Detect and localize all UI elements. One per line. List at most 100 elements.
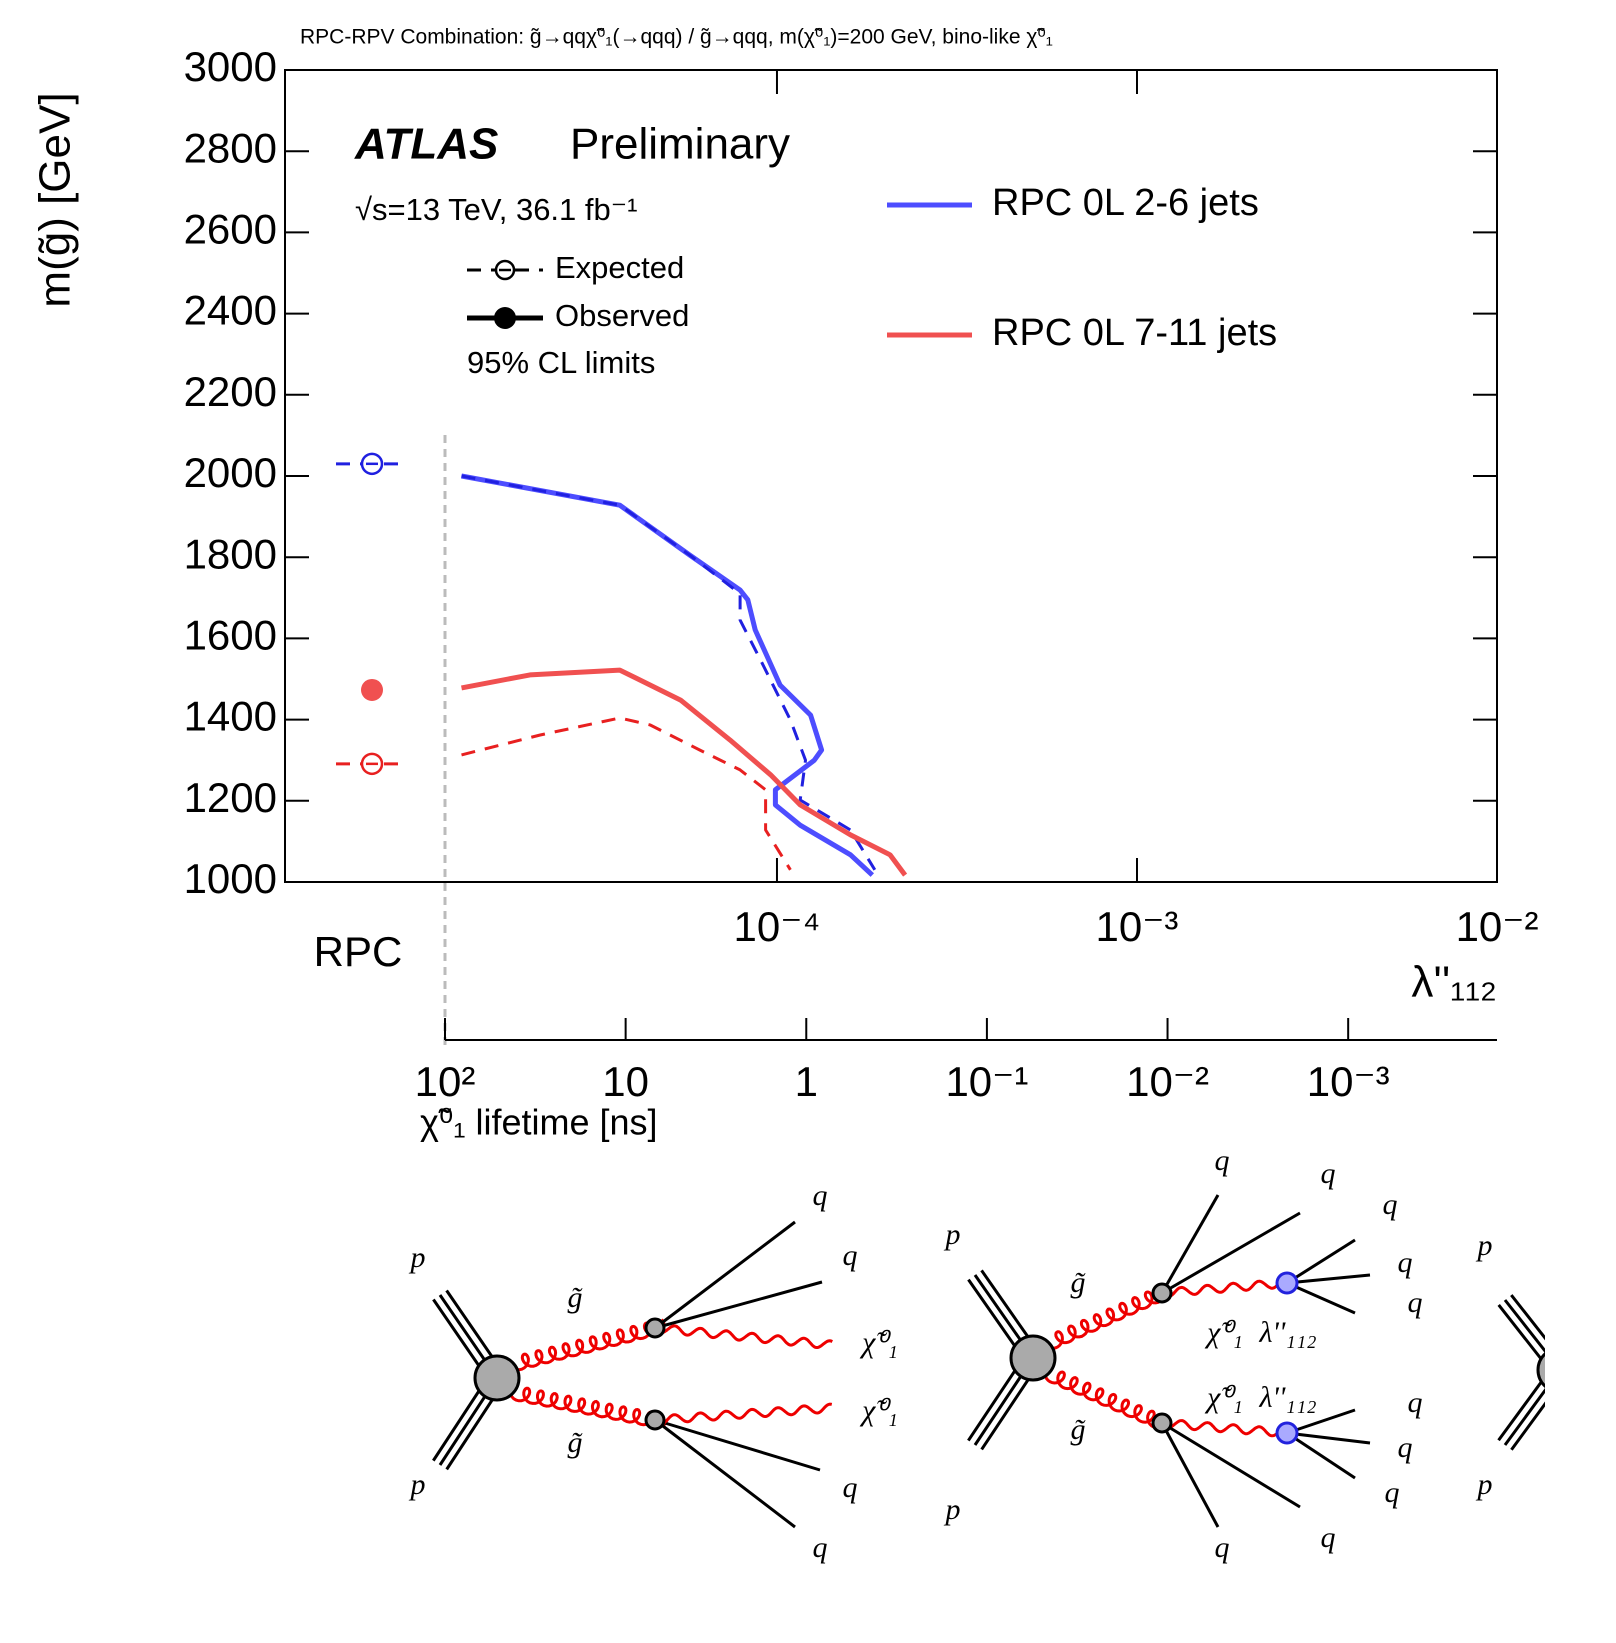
y-tick-label: 1600 bbox=[184, 611, 277, 658]
diagram-label: χ̃⁰₁ bbox=[1204, 1381, 1243, 1414]
diagram-line bbox=[1160, 1194, 1220, 1294]
energy-label: √s=13 TeV, 36.1 fb⁻¹ bbox=[355, 192, 637, 227]
x-tick-label: 10⁻² bbox=[1456, 903, 1539, 950]
diagram-line bbox=[1286, 1281, 1356, 1315]
diagram-label: p bbox=[944, 1493, 961, 1526]
y-tick-label: 1400 bbox=[184, 693, 277, 740]
diagram-label: q bbox=[813, 1179, 828, 1212]
diagram-line bbox=[1286, 1408, 1356, 1435]
cl-label: 95% CL limits bbox=[467, 345, 655, 380]
diagram-vertex bbox=[1151, 1282, 1173, 1304]
diagram-wave bbox=[508, 1386, 669, 1429]
diagram-line bbox=[1286, 1273, 1371, 1285]
experiment-label: ATLAS bbox=[354, 120, 498, 169]
diagram-label: q bbox=[1398, 1431, 1413, 1464]
lifetime-tick-label: 10⁻³ bbox=[1307, 1058, 1390, 1105]
y-axis-label: m(g̃) [GeV] bbox=[31, 92, 80, 307]
diagram-label: p bbox=[409, 1468, 426, 1501]
y-tick-label: 1000 bbox=[184, 855, 277, 902]
lifetime-axis-label: χ̃⁰₁ lifetime [ns] bbox=[420, 1102, 658, 1143]
diagram-label: q bbox=[843, 1239, 858, 1272]
legend-label: RPC 0L 7-11 jets bbox=[992, 312, 1277, 354]
y-tick-label: 1800 bbox=[184, 530, 277, 577]
diagram-wave bbox=[1043, 1284, 1167, 1350]
legend-text: Expected bbox=[555, 250, 684, 285]
diagram-label: q bbox=[1385, 1476, 1400, 1509]
legend-label: RPC 0L 2-6 jets bbox=[992, 182, 1259, 224]
diagram-vertex bbox=[644, 1409, 666, 1431]
diagram-label: q bbox=[1321, 1521, 1336, 1554]
diagram-line bbox=[654, 1418, 821, 1472]
diagram-vertex bbox=[644, 1317, 666, 1339]
diagram-label: g̃ bbox=[568, 1426, 583, 1459]
diagram-line bbox=[1286, 1238, 1356, 1285]
diagram-line bbox=[654, 1280, 823, 1330]
x-axis-label: λ''₁₁₂ bbox=[1411, 958, 1497, 1007]
diagram-label: q bbox=[1408, 1286, 1423, 1319]
diagram-wave bbox=[1160, 1419, 1288, 1438]
chart-title: RPC-RPV Combination: g̃→qqχ̃⁰₁(→qqq) / g… bbox=[300, 26, 1053, 49]
rpc-observed bbox=[361, 678, 383, 701]
diagram-label: q bbox=[1383, 1188, 1398, 1221]
diagram-wave bbox=[653, 1324, 833, 1349]
y-tick-label: 3000 bbox=[184, 43, 277, 90]
series-line bbox=[461, 474, 877, 871]
diagram-label: χ̃⁰₁ bbox=[859, 1326, 898, 1359]
diagram-label: p bbox=[944, 1218, 961, 1251]
lifetime-tick-label: 10⁻² bbox=[1126, 1058, 1209, 1105]
diagram-line bbox=[1286, 1431, 1371, 1445]
diagram-label: p bbox=[1476, 1468, 1493, 1501]
diagram-vertex bbox=[1275, 1421, 1299, 1445]
diagram-line bbox=[654, 1418, 796, 1529]
diagram-label: p bbox=[409, 1241, 426, 1274]
series-line bbox=[461, 716, 792, 871]
lifetime-tick-label: 10 bbox=[602, 1058, 649, 1105]
diagram-label: g̃ bbox=[1071, 1266, 1086, 1299]
series-line bbox=[461, 667, 908, 877]
diagram-wave bbox=[654, 1402, 833, 1426]
y-tick-label: 2600 bbox=[184, 205, 277, 252]
diagram-label: q bbox=[843, 1471, 858, 1504]
diagram-label: λ''₁₁₂ bbox=[1258, 1381, 1316, 1414]
y-tick-label: 1200 bbox=[184, 774, 277, 821]
y-tick-label: 2800 bbox=[184, 124, 277, 171]
lifetime-tick-label: 1 bbox=[795, 1058, 818, 1105]
diagram-label: q bbox=[813, 1531, 828, 1564]
y-tick-label: 2200 bbox=[184, 368, 277, 415]
diagram-line bbox=[1160, 1422, 1220, 1528]
crop-mask bbox=[1545, 1150, 1616, 1643]
lifetime-tick-label: 10⁻¹ bbox=[945, 1058, 1028, 1105]
diagram-label: q bbox=[1215, 1144, 1230, 1177]
y-tick-label: 2000 bbox=[184, 449, 277, 496]
diagram-line bbox=[1286, 1431, 1356, 1480]
x-tick-label: 10⁻³ bbox=[1096, 903, 1179, 950]
diagram-line bbox=[1161, 1421, 1301, 1509]
diagram-line bbox=[654, 1220, 796, 1330]
y-tick-label: 2400 bbox=[184, 287, 277, 334]
diagram-wave bbox=[1043, 1370, 1169, 1430]
diagram-label: χ̃⁰₁ bbox=[1204, 1316, 1243, 1349]
diagram-label: χ̃⁰₁ bbox=[859, 1394, 898, 1427]
diagram-label: g̃ bbox=[1071, 1413, 1086, 1446]
style-legend: Expected Observed 95% CL limits bbox=[467, 250, 689, 380]
diagram-wave bbox=[508, 1318, 666, 1372]
x-tick-label: 10⁻⁴ bbox=[734, 903, 821, 950]
diagram-label: λ''₁₁₂ bbox=[1258, 1316, 1316, 1349]
legend-text: Observed bbox=[555, 298, 689, 333]
legend-marker bbox=[494, 307, 516, 329]
diagram-vertex bbox=[1009, 1334, 1057, 1382]
diagram-label: q bbox=[1398, 1246, 1413, 1279]
diagram-label: q bbox=[1215, 1531, 1230, 1564]
diagram-label: q bbox=[1321, 1157, 1336, 1190]
diagram-wave bbox=[1161, 1277, 1288, 1298]
diagram-line bbox=[1161, 1211, 1301, 1295]
diagram-label: q bbox=[1408, 1386, 1423, 1419]
diagram-vertex bbox=[1151, 1412, 1173, 1434]
diagram-vertex bbox=[473, 1354, 521, 1402]
diagram-vertex bbox=[1275, 1271, 1299, 1295]
rpc-label: RPC bbox=[314, 928, 403, 975]
diagram-label: p bbox=[1476, 1229, 1493, 1262]
